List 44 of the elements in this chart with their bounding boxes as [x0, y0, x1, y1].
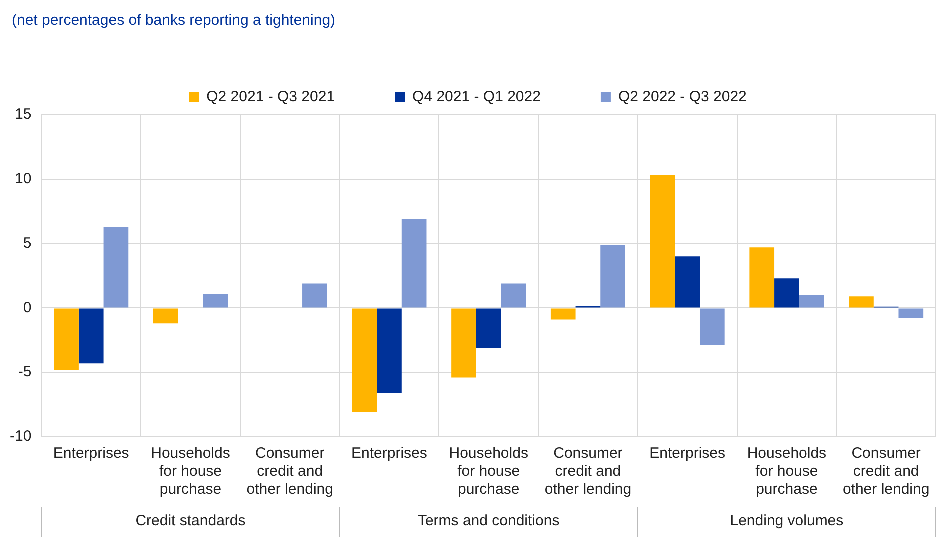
bar	[452, 308, 476, 378]
x-tick-label: Households for house purchase	[449, 445, 528, 498]
bar	[402, 219, 427, 308]
bar	[153, 308, 178, 324]
y-tick-label: -5	[18, 364, 32, 381]
legend-label: Q4 2021 - Q1 2022	[412, 88, 541, 106]
bar	[501, 284, 526, 308]
bar	[352, 308, 378, 413]
y-tick-label: 0	[23, 299, 32, 316]
x-tick-label: Households for house purchase	[151, 445, 230, 498]
bar	[104, 227, 129, 308]
legend-label: Q2 2021 - Q3 2021	[206, 88, 336, 106]
x-tick-label: Consumer credit and other lending	[544, 445, 632, 498]
y-tick-label: 5	[23, 234, 32, 252]
bar	[849, 296, 874, 308]
bar	[799, 295, 824, 308]
x-tick-label: Consumer credit and other lending	[246, 445, 334, 498]
y-tick-label: -10	[10, 428, 32, 446]
bar	[650, 176, 676, 308]
chart-subtitle: (net percentages of banks reporting a tightening)	[12, 12, 336, 29]
text: Lending volumes	[730, 512, 844, 530]
bar	[700, 308, 725, 346]
bar	[675, 256, 700, 308]
bar	[600, 245, 626, 308]
bar	[54, 308, 79, 370]
bar	[898, 308, 924, 319]
text: Terms and conditions	[418, 512, 560, 530]
x-tick-label: Consumer credit and other lending	[842, 445, 930, 498]
bar	[750, 248, 775, 308]
bar	[203, 294, 228, 308]
y-tick-label: 10	[14, 170, 32, 188]
y-tick-label: 15	[14, 106, 32, 124]
legend-label: Q2 2022 - Q3 2022	[618, 88, 747, 106]
bar	[476, 308, 502, 348]
bar	[377, 308, 402, 394]
x-tick-label: Enterprises	[650, 445, 726, 462]
bar	[550, 308, 576, 320]
x-tick-label: Enterprises	[352, 445, 428, 462]
x-tick-label: Enterprises	[53, 445, 130, 462]
text: Credit standards	[136, 512, 246, 530]
bar	[78, 308, 104, 364]
bar	[302, 284, 328, 308]
x-tick-label: Households for house purchase	[747, 445, 827, 498]
bar	[774, 278, 800, 308]
